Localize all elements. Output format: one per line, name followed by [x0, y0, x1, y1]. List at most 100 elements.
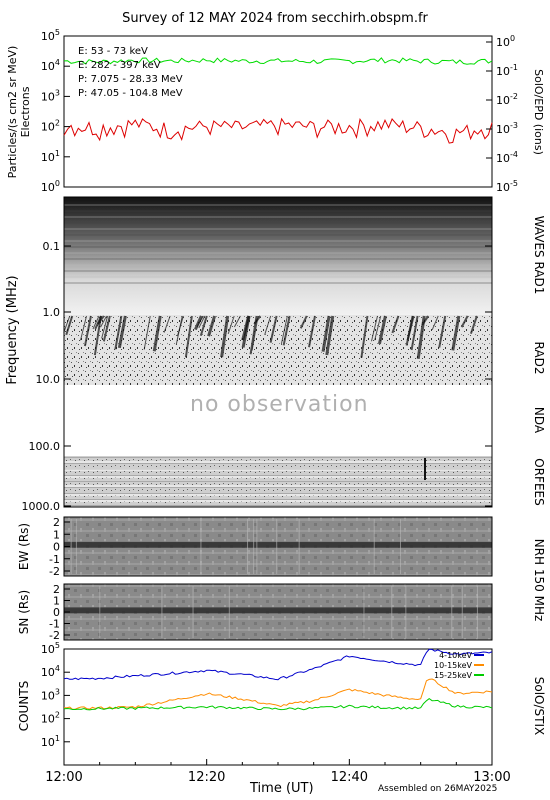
freq-tick-label: 1.0	[43, 306, 61, 319]
rad2-burst	[370, 315, 378, 342]
rad2-burst	[410, 315, 419, 351]
rad2-burst	[360, 315, 369, 358]
rad2-burst	[233, 315, 241, 328]
epd-y-axis-sublabel: Electrons	[19, 86, 32, 137]
rad2-burst	[83, 315, 92, 347]
rad2-burst	[374, 315, 382, 341]
radio-band-label: ORFEES	[532, 458, 546, 505]
rad2-burst	[199, 315, 208, 337]
stix-y-axis-label: COUNTS	[17, 681, 31, 732]
epd-series-line	[63, 117, 493, 144]
stix-legend-entry: 15-25keV	[434, 671, 473, 680]
rad2-burst	[377, 315, 387, 345]
rad2-burst	[280, 315, 288, 345]
rad2-burst	[321, 315, 331, 352]
radio-band-label: RAD2	[532, 342, 546, 375]
rad2-burst	[100, 315, 107, 328]
rad2-burst	[438, 315, 447, 348]
x-axis-label: Time (UT)	[250, 781, 314, 796]
rad2-burst	[299, 315, 308, 329]
stix-series-line	[64, 678, 493, 710]
nrh-sn-source-band	[64, 607, 492, 614]
freq-tick-label: 0.1	[43, 240, 61, 253]
rad2-burst	[196, 315, 204, 327]
rad2-burst	[143, 315, 151, 350]
epd-y-tick-label: 103	[41, 88, 60, 103]
epd-y-axis-label: Particles/(s cm2 sr MeV)	[6, 46, 19, 179]
rad2-burst	[207, 315, 217, 337]
assembled-note: Assembled on 26MAY2025	[378, 784, 498, 794]
nrh-sn-y-tick-label: -1	[49, 618, 60, 631]
nrh-right-label: NRH 150 MHz	[532, 539, 546, 622]
epd-right-label: SolO/EPD (ions)	[532, 69, 545, 155]
rad2-burst	[264, 315, 272, 335]
epd-legend-entry: P: 47.05 - 104.8 MeV	[78, 88, 183, 99]
stix-legend-entry: 4-10keV	[439, 651, 472, 660]
waves-rad1-image	[64, 197, 492, 315]
rad2-burst	[282, 315, 291, 346]
x-tick-label: 12:40	[331, 770, 368, 785]
rad2-burst	[308, 315, 316, 348]
freq-tick-label: 100.0	[29, 440, 61, 453]
rad2-burst	[251, 315, 259, 351]
rad2-burst	[65, 315, 74, 336]
epd-y2-tick-label: 10-3	[496, 121, 518, 136]
freq-tick-label: 10.0	[36, 373, 61, 386]
x-tick-label: 13:00	[473, 770, 510, 785]
stix-y-tick-label: 102	[41, 711, 60, 726]
epd-y-tick-label: 100	[41, 179, 60, 194]
epd-legend-entry: P: 7.075 - 28.33 MeV	[78, 74, 183, 85]
nrh-ew-y-axis-label: EW (Rs)	[17, 523, 31, 570]
nrh-ew-y-tick-label: 0	[53, 541, 60, 554]
radio-band-label: NDA	[532, 407, 546, 434]
nrh-ew-y-tick-label: -2	[49, 565, 60, 578]
nrh-ew-y-tick-label: 1	[53, 528, 60, 541]
rad2-burst	[97, 315, 105, 325]
rad2-burst	[102, 315, 111, 342]
figure-title: Survey of 12 MAY 2024 from secchirh.obsp…	[122, 11, 428, 26]
rad2-burst	[198, 315, 206, 329]
nrh-ew-y-tick-label: 2	[53, 516, 60, 529]
nrh-sn-y-tick-label: 0	[53, 606, 60, 619]
stix-y-tick-label: 105	[41, 641, 60, 656]
no-observation-label: no observation	[190, 392, 369, 417]
rad2-burst	[193, 315, 203, 331]
nrh-sn-y-tick-label: 1	[53, 595, 60, 608]
rad2-burst	[460, 315, 469, 328]
nrh-sn-y-axis-label: SN (Rs)	[17, 590, 31, 634]
nrh-ew-source-band	[64, 541, 492, 548]
stix-y-tick-label: 101	[41, 734, 60, 749]
rad2-burst	[63, 315, 71, 333]
stix-series-line	[63, 697, 493, 711]
rad2-burst	[114, 315, 123, 350]
rad2-burst	[80, 315, 87, 341]
rad2-burst	[269, 315, 278, 343]
epd-y2-tick-label: 10-4	[496, 150, 518, 165]
rad2-burst	[391, 315, 400, 334]
rad2-burst	[241, 315, 251, 341]
radio-band-label: WAVES RAD1	[532, 216, 546, 295]
x-tick-label: 12:00	[45, 770, 82, 785]
epd-y2-tick-label: 100	[496, 34, 515, 49]
stix-right-label: SolO/STIX	[532, 677, 546, 736]
nrh-ew-y-tick-label: -1	[49, 553, 60, 566]
epd-y-tick-label: 104	[41, 58, 60, 73]
rad2-burst	[184, 315, 193, 358]
rad2-burst	[431, 315, 439, 331]
stix-y-tick-label: 104	[41, 664, 60, 679]
rad2-burst	[469, 315, 478, 334]
epd-y-tick-label: 102	[41, 119, 60, 134]
rad2-burst	[227, 315, 235, 335]
epd-series-line	[63, 57, 493, 65]
epd-y-tick-label: 105	[41, 28, 60, 43]
rad2-burst	[406, 315, 415, 341]
nrh-sn-y-tick-label: -2	[49, 629, 60, 642]
rad2-burst	[220, 315, 230, 358]
epd-legend-entry: E: 53 - 73 keV	[78, 46, 148, 57]
freq-axis-label: Frequency (MHz)	[5, 275, 20, 384]
orfees-image	[64, 456, 492, 507]
rad2-burst	[152, 315, 162, 352]
stix-series-line	[63, 648, 493, 681]
nda-no-data	[64, 385, 492, 456]
